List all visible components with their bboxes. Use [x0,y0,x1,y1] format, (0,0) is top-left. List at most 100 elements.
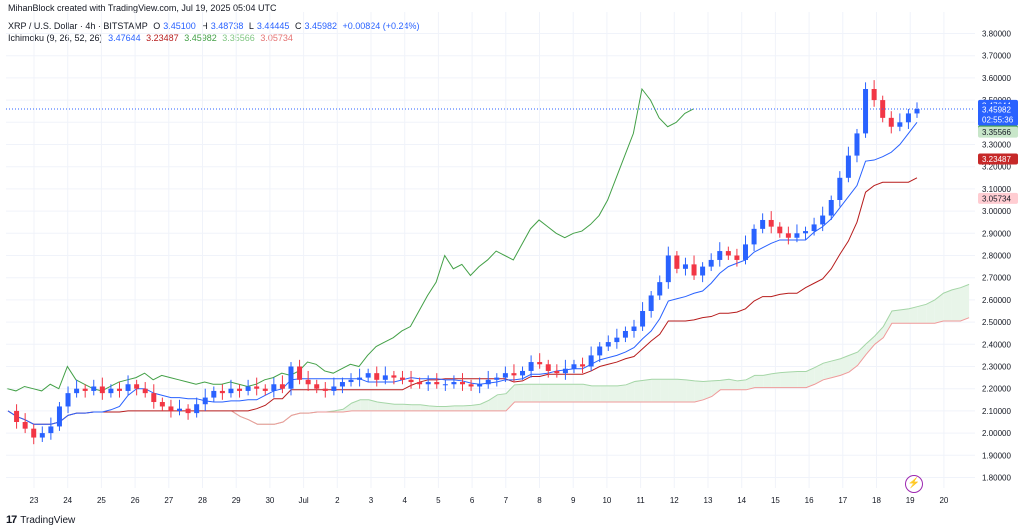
candle [22,413,28,434]
lightning-icon[interactable]: ⚡ [905,475,923,493]
candle-body [185,408,191,414]
candle-body [751,228,757,245]
cloud-segment [368,399,378,411]
cloud-segment [934,293,944,324]
candle-body [48,426,54,434]
indicator-name[interactable]: Ichimoku (9, 26, 52, 26) [8,33,103,43]
candle-body [854,133,860,156]
candle-body [477,384,483,387]
symbol-name[interactable]: XRP / U.S. Dollar · 4h · BITSTAMP [8,21,148,31]
cloud-segment [454,405,464,411]
candle [622,326,628,343]
cloud-segment [754,375,764,388]
tag-leadB-text: 3.05734 [982,194,1011,203]
time-tick-label: 19 [906,496,915,505]
cloud-segment [411,404,421,411]
cloud-segment [626,381,635,403]
leading-span-b-line [231,317,970,425]
candle [717,242,723,267]
candle [91,379,97,396]
candle-body [682,264,688,269]
candle-body [605,342,611,347]
cloud-segment [857,343,867,366]
candle [863,82,869,138]
candle [734,248,740,267]
price-tick-label: 3.10000 [982,185,1011,194]
ind-leadA-value: 3.35566 [222,33,255,43]
cloud-segment [445,405,455,411]
cloud-segment [600,385,609,403]
candle-body [348,379,354,383]
cloud-segment [574,384,584,403]
cloud-segment [883,311,892,338]
cloud-segment [806,367,815,388]
candle [151,384,157,409]
cloud-segment [531,384,541,403]
cloud-segment [831,358,841,378]
candle [845,146,851,183]
candle-body [417,382,423,385]
candle [468,379,474,391]
candle [597,342,603,363]
candle [897,113,903,132]
ind-base-value: 3.23487 [146,33,179,43]
candle [271,377,277,398]
candle-body [520,370,526,376]
cloud-segment [420,404,429,411]
candle [768,211,774,234]
cloud-segment [377,402,386,411]
candle-body [142,388,148,394]
cloud-segment [617,384,627,403]
candle-body [442,384,448,386]
candle [580,357,586,374]
price-tick-label: 2.20000 [982,385,1011,394]
candle [785,226,791,245]
candle [485,370,491,389]
candle [674,251,680,274]
cloud-segment [428,405,438,411]
candle [365,368,371,383]
candle-body [31,428,37,438]
low-value: 3.44445 [256,21,290,31]
candle [442,379,448,391]
cloud-segment [360,399,369,411]
candle-body [331,386,337,391]
price-tick-label: 1.90000 [982,451,1011,460]
time-tick-label: 23 [30,496,39,505]
candle-body [691,264,697,276]
cloud-segment [497,393,507,411]
candle-body [202,397,208,405]
cloud-segment [686,379,695,403]
cloud-segment [343,403,352,413]
candles [14,80,920,445]
candle [142,382,148,398]
price-tick-label: 2.60000 [982,296,1011,305]
candle-body [614,337,620,343]
candle-body [219,390,225,394]
price-axis: 3.800003.700003.600003.500003.400003.300… [982,30,1011,483]
candle [211,386,217,403]
time-tick-label: 16 [805,496,814,505]
candle-body [665,255,671,283]
candle [314,379,320,394]
cloud-segment [591,385,601,403]
candle-body [528,362,534,371]
candle-body [700,266,706,276]
candle [374,366,380,387]
time-tick-label: 11 [636,496,645,505]
candle-body [837,177,843,200]
cloud-segment [891,309,901,324]
tradingview-footer: 17 TradingView [6,514,75,526]
candle [417,377,423,389]
price-tick-label: 2.10000 [982,407,1011,416]
cloud-segment [789,371,798,388]
cloud-segment [943,289,952,321]
candle-body [288,366,294,389]
candle [665,246,671,289]
price-tick-label: 3.70000 [982,52,1011,61]
candle-body [485,379,491,385]
candle [700,262,706,283]
candle [134,379,140,396]
price-tick-label: 1.80000 [982,474,1011,483]
